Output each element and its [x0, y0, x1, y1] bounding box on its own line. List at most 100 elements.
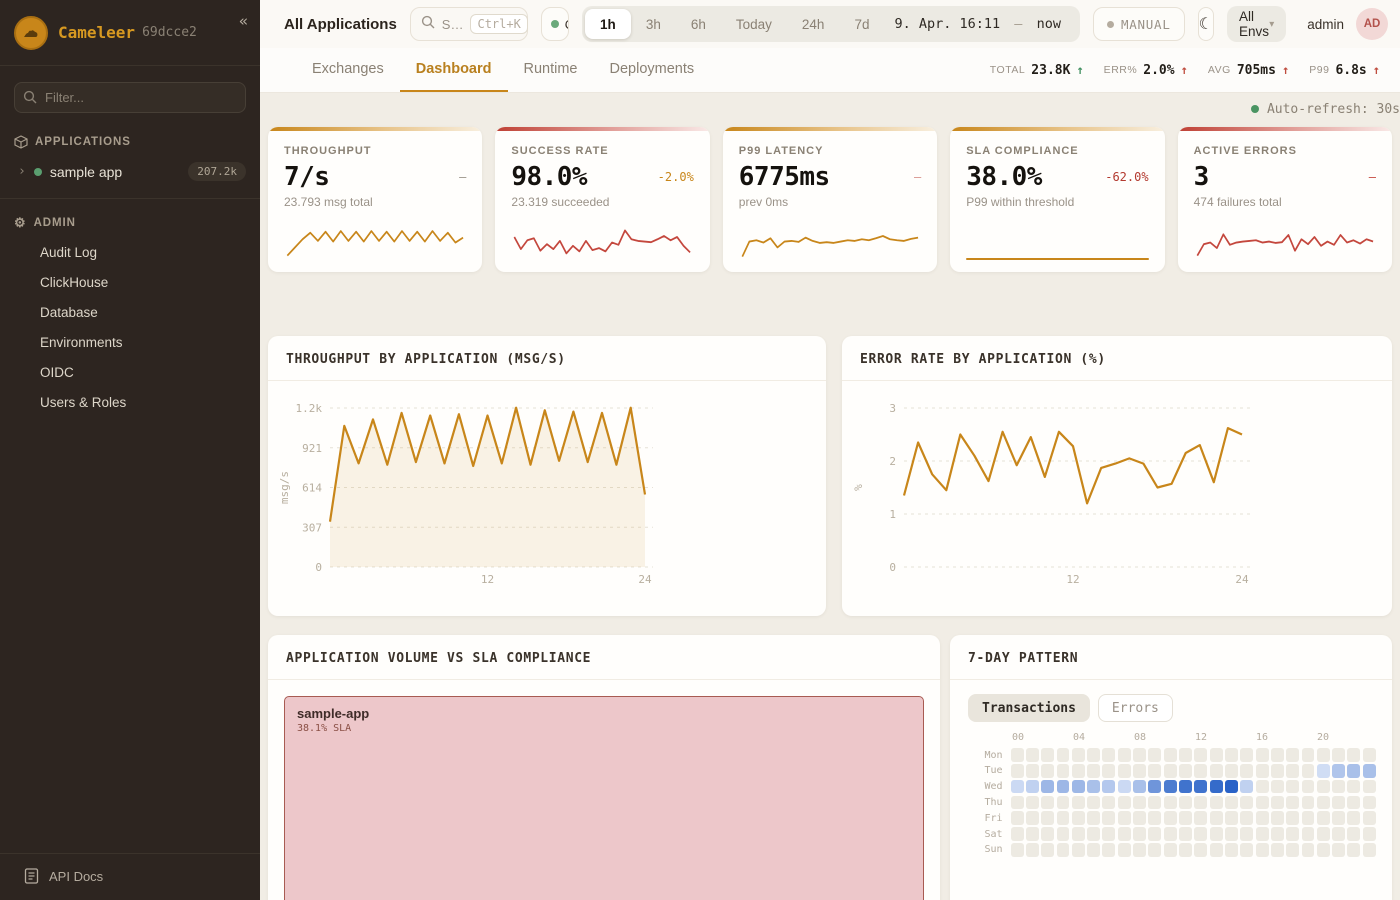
heatmap-cell[interactable]	[1071, 779, 1085, 794]
heatmap-cell[interactable]	[1332, 827, 1346, 841]
heatmap-cell[interactable]	[1148, 779, 1162, 794]
kpi-card-success-rate[interactable]: SUCCESS RATE 98.0% -2.0% 23.319 succeeded	[495, 127, 710, 272]
heatmap-cell[interactable]	[1194, 764, 1208, 778]
heatmap-cell[interactable]	[1056, 748, 1070, 762]
heatmap-cell[interactable]	[1163, 827, 1177, 841]
heatmap-cell[interactable]	[1255, 764, 1269, 778]
heatmap-cell[interactable]	[1148, 811, 1162, 825]
heatmap-cell[interactable]	[1117, 843, 1131, 857]
toggle-transactions[interactable]: Transactions	[968, 694, 1090, 722]
heatmap-cell[interactable]	[1224, 779, 1238, 794]
heatmap-cell[interactable]	[1163, 811, 1177, 825]
heatmap-cell[interactable]	[1209, 811, 1223, 825]
heatmap-cell[interactable]	[1286, 795, 1300, 810]
heatmap-cell[interactable]	[1301, 843, 1315, 857]
kpi-card-throughput[interactable]: THROUGHPUT 7/s – 23.793 msg total	[268, 127, 483, 272]
time-range-7d[interactable]: 7d	[839, 9, 884, 39]
heatmap-cell[interactable]	[1316, 843, 1330, 857]
time-range-24h[interactable]: 24h	[787, 9, 840, 39]
heatmap-cell[interactable]	[1270, 779, 1284, 794]
heatmap-cell[interactable]	[1270, 748, 1284, 762]
heatmap-cell[interactable]	[1133, 811, 1147, 825]
heatmap-cell[interactable]	[1301, 779, 1315, 794]
time-range-6h[interactable]: 6h	[676, 9, 721, 39]
heatmap-cell[interactable]	[1347, 827, 1361, 841]
date-range-display[interactable]: 9. Apr. 16:11 – now	[884, 16, 1076, 32]
heatmap-cell[interactable]	[1270, 795, 1284, 810]
heatmap-cell[interactable]	[1270, 843, 1284, 857]
heatmap-cell[interactable]	[1010, 748, 1024, 762]
heatmap-cell[interactable]	[1010, 827, 1024, 841]
heatmap-cell[interactable]	[1347, 843, 1361, 857]
sidebar-item-database[interactable]: Database	[40, 304, 98, 320]
heatmap-cell[interactable]	[1286, 779, 1300, 794]
heatmap-cell[interactable]	[1071, 843, 1085, 857]
heatmap-cell[interactable]	[1240, 779, 1254, 794]
heatmap-cell[interactable]	[1133, 795, 1147, 810]
heatmap-cell[interactable]	[1102, 843, 1116, 857]
heatmap-cell[interactable]	[1224, 748, 1238, 762]
heatmap-cell[interactable]	[1316, 811, 1330, 825]
heatmap-cell[interactable]	[1102, 748, 1116, 762]
heatmap-cell[interactable]	[1194, 748, 1208, 762]
heatmap-cell[interactable]	[1209, 779, 1223, 794]
heatmap-cell[interactable]	[1148, 827, 1162, 841]
heatmap-cell[interactable]	[1270, 827, 1284, 841]
heatmap-cell[interactable]	[1316, 779, 1330, 794]
heatmap-cell[interactable]	[1025, 827, 1039, 841]
heatmap-cell[interactable]	[1240, 843, 1254, 857]
heatmap-cell[interactable]	[1071, 811, 1085, 825]
sidebar-item-oidc[interactable]: OIDC	[40, 364, 74, 380]
heatmap-cell[interactable]	[1209, 795, 1223, 810]
sidebar-item-clickhouse[interactable]: ClickHouse	[40, 274, 109, 290]
heatmap-cell[interactable]	[1179, 764, 1192, 778]
heatmap-cell[interactable]	[1362, 827, 1376, 841]
theme-toggle-button[interactable]: ☾	[1197, 7, 1214, 41]
heatmap-cell[interactable]	[1117, 811, 1131, 825]
time-range-3h[interactable]: 3h	[631, 9, 676, 39]
heatmap-cell[interactable]	[1117, 779, 1131, 794]
heatmap-cell[interactable]	[1286, 811, 1300, 825]
heatmap-cell[interactable]	[1117, 764, 1131, 778]
heatmap-cell[interactable]	[1087, 811, 1101, 825]
heatmap-cell[interactable]	[1255, 827, 1269, 841]
tab-runtime[interactable]: Runtime	[523, 61, 578, 77]
heatmap-cell[interactable]	[1056, 779, 1070, 794]
heatmap-cell[interactable]	[1270, 764, 1284, 778]
heatmap-cell[interactable]	[1056, 764, 1070, 778]
heatmap-cell[interactable]	[1224, 811, 1238, 825]
toggle-errors[interactable]: Errors	[1097, 694, 1173, 722]
heatmap-cell[interactable]	[1056, 843, 1070, 857]
heatmap-cell[interactable]	[1286, 748, 1300, 762]
heatmap-cell[interactable]	[1041, 795, 1055, 810]
heatmap-cell[interactable]	[1025, 811, 1039, 825]
heatmap-cell[interactable]	[1148, 764, 1162, 778]
heatmap-cell[interactable]	[1010, 795, 1024, 810]
throughput-chart[interactable]: 1.2k 921 614 307 0 12 24 msg/s	[268, 381, 826, 616]
heatmap-cell[interactable]	[1347, 811, 1361, 825]
heatmap-cell[interactable]	[1316, 795, 1330, 810]
heatmap-cell[interactable]	[1332, 748, 1346, 762]
heatmap-cell[interactable]	[1255, 843, 1269, 857]
heatmap-cell[interactable]	[1133, 827, 1147, 841]
heatmap-cell[interactable]	[1286, 764, 1300, 778]
heatmap-cell[interactable]	[1133, 748, 1147, 762]
heatmap-cell[interactable]	[1332, 779, 1346, 794]
heatmap-cell[interactable]	[1240, 795, 1254, 810]
heatmap-cell[interactable]	[1194, 795, 1208, 810]
heatmap-cell[interactable]	[1087, 779, 1101, 794]
heatmap-cell[interactable]	[1087, 764, 1101, 778]
online-status-button[interactable]: O	[540, 7, 570, 41]
heatmap-cell[interactable]	[1255, 795, 1269, 810]
heatmap-cell[interactable]	[1117, 827, 1131, 841]
heatmap-cell[interactable]	[1041, 811, 1055, 825]
heatmap-cell[interactable]	[1347, 795, 1361, 810]
heatmap-cell[interactable]	[1179, 748, 1192, 762]
heatmap-cell[interactable]	[1025, 748, 1039, 762]
tab-deployments[interactable]: Deployments	[609, 61, 695, 77]
heatmap-cell[interactable]	[1102, 779, 1116, 794]
heatmap-cell[interactable]	[1179, 811, 1192, 825]
sidebar-item-audit-log[interactable]: Audit Log	[40, 244, 98, 260]
heatmap-cell[interactable]	[1087, 827, 1101, 841]
heatmap-cell[interactable]	[1071, 795, 1085, 810]
